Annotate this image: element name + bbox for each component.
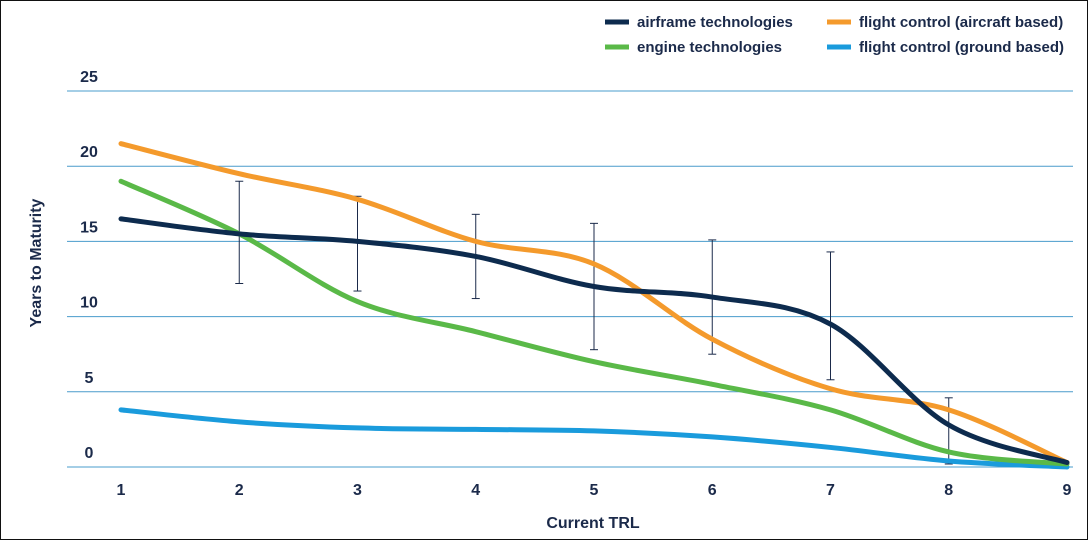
legend-label: engine technologies xyxy=(637,39,782,56)
x-tick-label: 4 xyxy=(471,482,480,499)
x-tick-label: 8 xyxy=(944,482,953,499)
legend-label: flight control (aircraft based) xyxy=(859,14,1063,31)
series-line-3 xyxy=(118,407,1070,470)
x-tick-label: 3 xyxy=(353,482,362,499)
series-lines xyxy=(118,141,1070,470)
legend: airframe technologies engine technologies… xyxy=(605,14,1064,56)
x-tick-label: 5 xyxy=(590,482,599,499)
legend-label: flight control (ground based) xyxy=(859,39,1064,56)
gridlines xyxy=(67,90,1073,468)
x-tick-label: 7 xyxy=(826,482,835,499)
y-tick-label: 5 xyxy=(85,370,94,387)
legend-label: airframe technologies xyxy=(637,14,793,31)
y-axis-ticks: 0 5 10 15 20 25 xyxy=(80,69,98,462)
x-axis-title: Current TRL xyxy=(546,515,640,532)
error-bars xyxy=(235,180,953,465)
x-tick-label: 6 xyxy=(708,482,717,499)
x-tick-label: 2 xyxy=(235,482,244,499)
y-tick-label: 20 xyxy=(80,144,98,161)
y-tick-label: 0 xyxy=(85,445,94,462)
y-tick-label: 25 xyxy=(80,69,98,86)
y-tick-label: 10 xyxy=(80,295,98,312)
series-line-1 xyxy=(118,178,1070,467)
series-line-0 xyxy=(118,216,1070,465)
x-tick-label: 9 xyxy=(1063,482,1072,499)
y-tick-label: 15 xyxy=(80,219,98,236)
y-axis-title: Years to Maturity xyxy=(28,198,45,327)
x-axis-ticks: 1 2 3 4 5 6 7 8 9 xyxy=(117,482,1072,499)
series-line-2 xyxy=(118,141,1070,465)
x-tick-label: 1 xyxy=(117,482,126,499)
